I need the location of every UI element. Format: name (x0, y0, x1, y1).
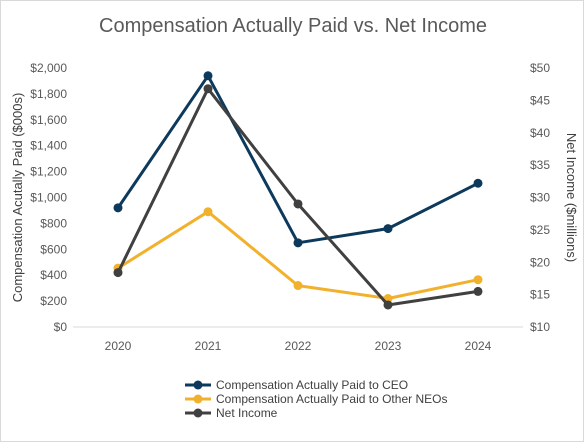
right-y-tick-label: $25 (530, 223, 550, 237)
right-y-tick-label: $10 (530, 320, 550, 334)
x-tick-label: 2024 (465, 339, 492, 353)
right-y-tick-label: $30 (530, 191, 550, 205)
series-3-point (113, 268, 123, 278)
series-3-point (203, 84, 213, 94)
legend: Compensation Actually Paid to CEOCompens… (185, 378, 447, 420)
left-y-tick-label: $1,200 (30, 165, 67, 179)
right-y-tick-label: $20 (530, 255, 550, 269)
series-layer (113, 71, 483, 310)
legend-label: Compensation Actually Paid to Other NEOs (216, 392, 447, 406)
legend-label: Net Income (216, 406, 278, 420)
series-2-point (293, 281, 303, 291)
legend-swatch-marker (193, 394, 203, 404)
left-y-tick-label: $1,600 (30, 113, 67, 127)
left-y-tick-label: $1,000 (30, 191, 67, 205)
left-y-tick-label: $1,800 (30, 87, 67, 101)
left-y-tick-label: $800 (40, 216, 67, 230)
series-1-point (383, 224, 393, 234)
chart-title: Compensation Actually Paid vs. Net Incom… (99, 15, 487, 37)
series-1-point (293, 238, 303, 248)
left-y-axis: $0 $200 $400 $600 $800 $1,000 $1,200 $1,400 $1,6… (30, 61, 67, 334)
left-y-tick-label: $600 (40, 242, 67, 256)
right-y-tick-label: $15 (530, 288, 550, 302)
left-y-tick-label: $1,400 (30, 139, 67, 153)
right-y-axis: $10 $15 $20 $25 $30 $35 $40 $45 $50 (530, 61, 550, 334)
series-3-point (473, 286, 483, 296)
series-2-point (473, 275, 483, 285)
series-1-point (473, 178, 483, 188)
left-y-tick-label: $400 (40, 268, 67, 282)
left-y-tick-label: $0 (54, 320, 68, 334)
legend-swatch-marker (193, 380, 203, 390)
series-line-3 (116, 87, 479, 307)
right-y-tick-label: $45 (530, 93, 550, 107)
series-3-point (293, 199, 303, 209)
right-y-tick-label: $50 (530, 61, 550, 75)
x-tick-label: 2023 (375, 339, 402, 353)
left-y-tick-label: $2,000 (30, 61, 67, 75)
x-tick-label: 2020 (105, 339, 132, 353)
x-tick-label: 2022 (285, 339, 312, 353)
legend-swatch-marker (193, 408, 203, 418)
right-axis-title: Net Income ($millions) (564, 133, 579, 262)
x-axis: 2020 2021 2022 2023 2024 (105, 339, 492, 353)
series-2-point (203, 207, 213, 217)
series-1-point (113, 203, 123, 213)
series-3-point (383, 300, 393, 310)
left-axis-title: Compensation Acutally Paid ($000s) (10, 93, 25, 303)
left-y-tick-label: $200 (40, 294, 67, 308)
x-tick-label: 2021 (195, 339, 222, 353)
right-y-tick-label: $35 (530, 158, 550, 172)
legend-label: Compensation Actually Paid to CEO (216, 378, 408, 392)
series-1-point (203, 71, 213, 81)
right-y-tick-label: $40 (530, 126, 550, 140)
